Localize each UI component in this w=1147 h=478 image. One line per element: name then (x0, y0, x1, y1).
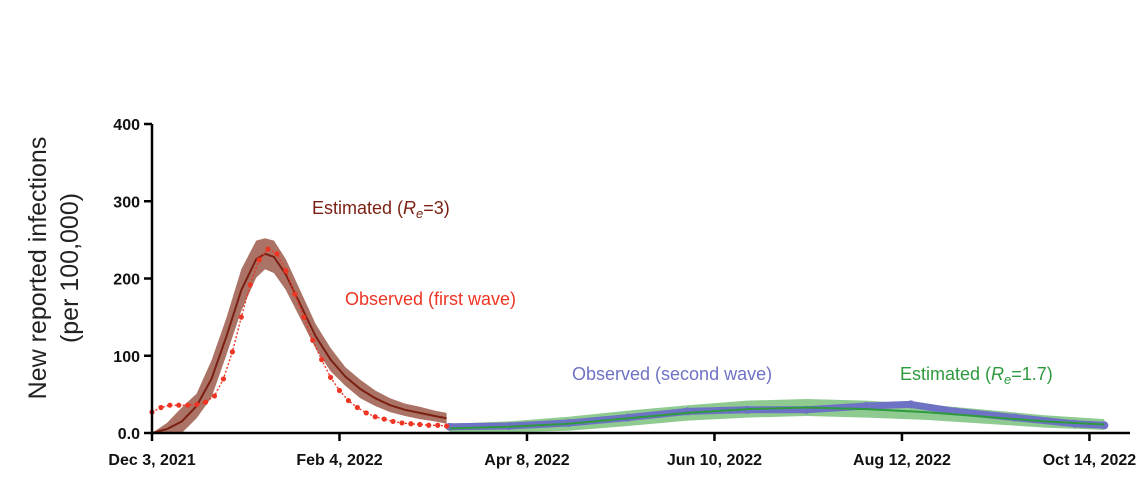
observed-first-line (151, 248, 447, 427)
observed-first-point (185, 402, 191, 408)
x-tick-label: Jun 10, 2022 (667, 452, 762, 469)
x-tick-label: Apr 8, 2022 (484, 452, 569, 469)
observed-first-point (363, 410, 369, 416)
y-tick-label: 200 (113, 272, 140, 289)
annotation-estimated-first-var: R (403, 198, 416, 218)
x-tick-label: Aug 12, 2022 (853, 452, 951, 469)
observed-first-point (292, 291, 298, 297)
y-tick-label: 400 (113, 117, 140, 134)
observed-first-point (194, 401, 200, 408)
plot-area (149, 238, 1109, 434)
axes: 0.0 100 200 300 400 Dec 3, 2021 Feb 4, 2022 Apr… (108, 117, 1136, 469)
y-tick-label: 300 (113, 194, 140, 211)
y-tick-label: 100 (113, 349, 140, 366)
observed-second-point (862, 401, 871, 410)
observed-first-point (372, 414, 378, 420)
observed-first-point (336, 387, 343, 394)
observed-first-point (247, 282, 253, 288)
observed-second-point (1100, 421, 1109, 430)
observed-first-point (399, 420, 405, 426)
annotation-estimated-first-suffix: =3) (423, 198, 450, 218)
annotation-estimated-second-suffix: =1.7) (1011, 364, 1053, 384)
observed-first-point (202, 399, 209, 405)
annotation-estimated-second: Estimated (Re=1.7) (900, 364, 1053, 387)
annotation-estimated-first-sub: e (416, 206, 423, 221)
annotation-observed-first: Observed (first wave) (345, 289, 516, 309)
observed-first-point (435, 422, 441, 428)
annotation-estimated-second-var: R (991, 364, 1004, 384)
observed-second-point (906, 400, 915, 409)
observed-first-point (265, 246, 271, 252)
y-axis-title-line2: (per 100,000) (56, 193, 84, 343)
observed-first-point (211, 393, 218, 399)
observed-first-point (176, 402, 182, 408)
observed-second-point (1011, 413, 1020, 422)
x-tick-label: Feb 4, 2022 (296, 452, 382, 469)
observed-first-point (354, 404, 360, 411)
observed-first-point (345, 397, 352, 404)
observed-first-point (381, 416, 387, 422)
observed-first-point (301, 314, 307, 320)
observed-first-point (158, 404, 164, 411)
annotation-estimated-first-prefix: Estimated ( (312, 198, 403, 218)
x-tick-label: Dec 3, 2021 (108, 452, 195, 469)
estimated-second-line (449, 406, 1105, 430)
y-axis-title-line1: New reported infections (24, 137, 52, 400)
observed-first-point (256, 257, 262, 263)
observed-first-point (444, 423, 450, 429)
observed-first-point (274, 251, 280, 257)
observed-first-point (408, 421, 414, 427)
observed-first-point (283, 268, 289, 274)
observed-first-point (417, 421, 423, 428)
observed-first-point (229, 349, 235, 355)
observed-first-point (220, 376, 227, 382)
estimated-first-band (152, 238, 447, 433)
annotation-estimated-second-sub: e (1004, 372, 1011, 387)
observed-first-point (167, 402, 173, 408)
annotation-observed-second: Observed (second wave) (572, 364, 772, 384)
observed-first-point (327, 374, 334, 380)
annotation-estimated-second-prefix: Estimated ( (900, 364, 991, 384)
observed-first-point (390, 418, 396, 425)
observed-first-point (319, 357, 325, 363)
observed-first-point (238, 314, 244, 320)
observed-second-point (683, 407, 692, 416)
observed-first-point (310, 337, 316, 343)
x-tick-label: Oct 14, 2022 (1043, 452, 1137, 469)
annotation-estimated-first: Estimated (Re=3) (312, 198, 450, 221)
observed-first-point (426, 422, 432, 428)
y-tick-label: 0.0 (118, 426, 140, 443)
